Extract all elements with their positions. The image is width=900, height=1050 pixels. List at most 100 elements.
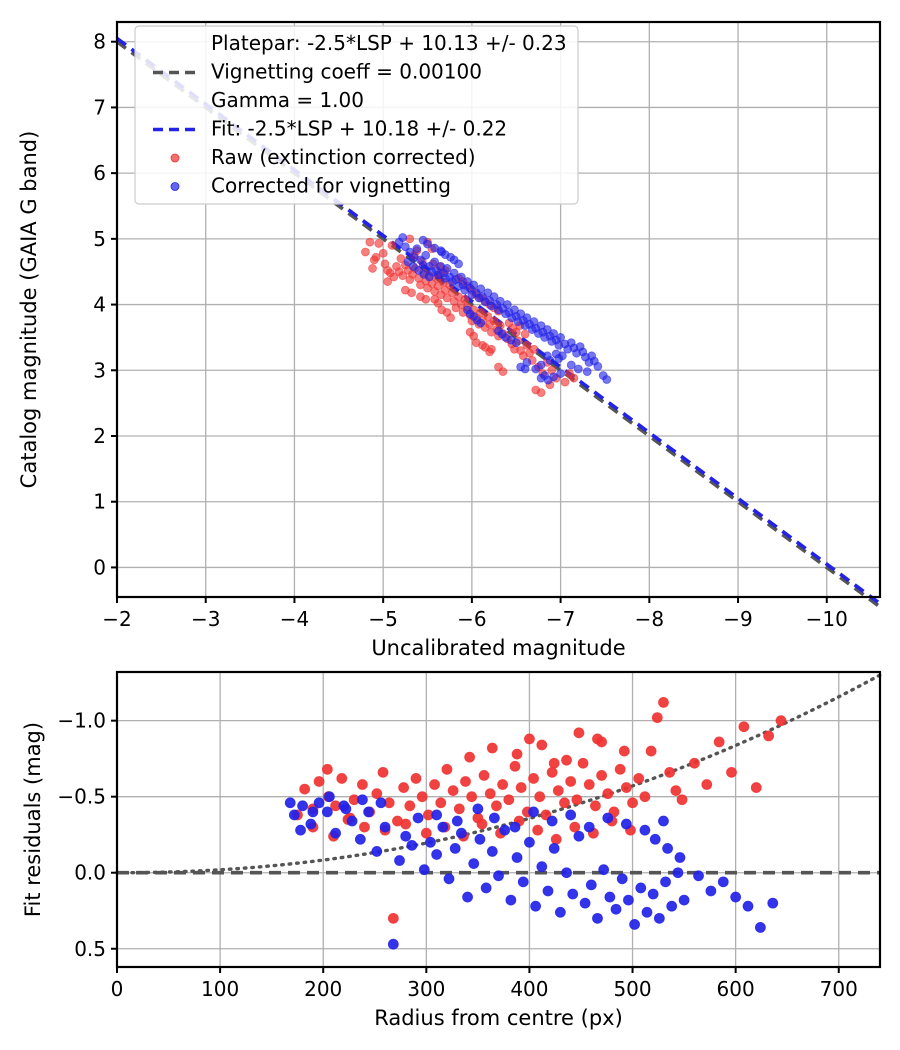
data-point bbox=[546, 766, 558, 778]
data-point bbox=[284, 797, 296, 809]
data-point bbox=[602, 812, 614, 824]
data-point bbox=[396, 254, 406, 263]
data-point bbox=[431, 809, 443, 821]
data-point bbox=[550, 833, 562, 845]
data-point bbox=[536, 861, 548, 873]
data-point bbox=[705, 885, 717, 897]
data-point bbox=[515, 782, 527, 793]
data-point bbox=[424, 272, 434, 282]
data-point bbox=[524, 836, 535, 848]
y-tick-label: 8 bbox=[93, 30, 106, 54]
data-point bbox=[371, 788, 383, 800]
data-point bbox=[618, 745, 630, 757]
data-point bbox=[583, 821, 595, 833]
data-point bbox=[336, 773, 348, 784]
data-point bbox=[645, 745, 657, 757]
data-point bbox=[598, 864, 610, 876]
data-point bbox=[763, 730, 775, 742]
y-tick-label: −0.5 bbox=[57, 785, 106, 809]
data-point bbox=[674, 852, 686, 863]
data-point bbox=[425, 836, 436, 848]
data-point bbox=[478, 340, 487, 350]
data-point bbox=[522, 357, 532, 367]
data-point bbox=[660, 876, 671, 888]
data-point bbox=[430, 257, 440, 267]
data-point bbox=[398, 271, 408, 281]
data-point bbox=[738, 721, 750, 733]
data-point bbox=[430, 294, 440, 304]
data-point bbox=[713, 736, 725, 748]
legend-entry-label: Raw (extinction corrected) bbox=[211, 145, 476, 169]
data-point bbox=[561, 867, 572, 879]
data-point bbox=[548, 842, 560, 854]
x-axis: 0 100 200 300 400 500 600 700 Radius from centre… bbox=[111, 967, 858, 1030]
data-point bbox=[410, 773, 422, 784]
data-point bbox=[421, 294, 431, 304]
data-point bbox=[377, 766, 389, 778]
x-tick-label: −4 bbox=[280, 607, 309, 631]
data-point bbox=[666, 900, 678, 912]
data-point bbox=[557, 351, 567, 361]
data-point bbox=[474, 833, 486, 845]
data-point bbox=[623, 894, 634, 906]
data-point bbox=[365, 237, 375, 247]
data-point bbox=[536, 739, 548, 751]
legend-dot-marker bbox=[170, 182, 180, 191]
data-point bbox=[476, 318, 486, 328]
data-point bbox=[582, 367, 592, 377]
panel-fit-residuals-vs-radius: 0 100 200 300 400 500 600 700 Radius from centre… bbox=[21, 670, 882, 1030]
data-point bbox=[442, 293, 452, 303]
data-point bbox=[486, 742, 498, 754]
data-point bbox=[662, 842, 673, 854]
data-point bbox=[532, 824, 544, 836]
x-tick-label: 200 bbox=[304, 977, 342, 1001]
data-point bbox=[565, 776, 577, 787]
data-point bbox=[321, 763, 333, 775]
data-point bbox=[567, 888, 579, 900]
data-point bbox=[509, 821, 521, 833]
data-point bbox=[472, 803, 484, 815]
data-point bbox=[596, 770, 608, 781]
x-tick-label: 100 bbox=[201, 977, 239, 1001]
data-point bbox=[649, 833, 661, 845]
data-point bbox=[418, 864, 430, 876]
legend-box bbox=[134, 25, 579, 205]
data-point bbox=[672, 867, 684, 879]
y-axis-label: Catalog magnitude (GAIA G band) bbox=[17, 131, 41, 489]
data-point bbox=[383, 277, 393, 286]
data-point bbox=[478, 770, 490, 781]
data-point bbox=[398, 782, 410, 793]
y-tick-label: 7 bbox=[93, 95, 106, 119]
data-point bbox=[412, 244, 422, 254]
data-point bbox=[651, 712, 663, 724]
data-point bbox=[754, 922, 766, 933]
data-point bbox=[616, 873, 628, 885]
data-point bbox=[321, 806, 333, 818]
x-tick-label: −3 bbox=[191, 607, 220, 631]
x-tick-label: −8 bbox=[635, 607, 664, 631]
data-point bbox=[489, 292, 499, 302]
data-point bbox=[299, 783, 311, 795]
data-point bbox=[678, 894, 690, 906]
data-point bbox=[295, 824, 306, 836]
data-point bbox=[404, 800, 416, 812]
data-point bbox=[503, 794, 515, 806]
legend: Platepar: -2.5*LSP + 10.13 +/- 0.23 Vigne… bbox=[134, 25, 579, 205]
data-point bbox=[462, 891, 473, 903]
data-point bbox=[583, 779, 595, 790]
data-point bbox=[566, 360, 576, 370]
y-tick-label: 0 bbox=[93, 555, 106, 579]
x-axis-label: Uncalibrated magnitude bbox=[371, 636, 625, 660]
x-tick-label: 500 bbox=[613, 977, 651, 1001]
data-point bbox=[451, 815, 463, 827]
data-point bbox=[421, 250, 431, 260]
x-axis-label: Radius from centre (px) bbox=[374, 1006, 623, 1030]
data-point bbox=[670, 785, 682, 797]
data-point bbox=[524, 733, 535, 745]
axes-spines bbox=[115, 670, 882, 969]
data-point bbox=[378, 248, 388, 258]
data-point bbox=[466, 791, 478, 803]
data-point bbox=[635, 882, 647, 894]
x-tick-label: −6 bbox=[457, 607, 486, 631]
data-point bbox=[627, 797, 638, 809]
